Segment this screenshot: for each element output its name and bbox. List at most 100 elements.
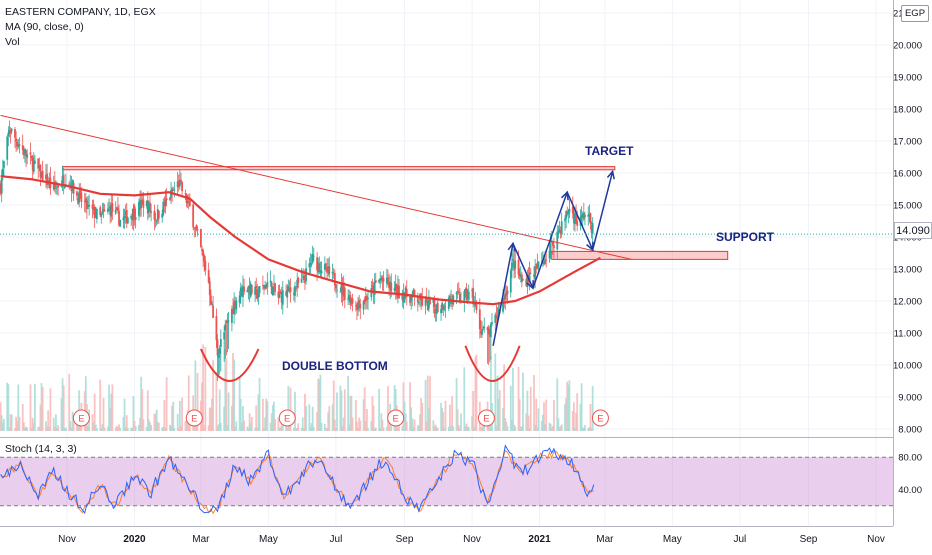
volume-bar	[146, 390, 149, 431]
x-tick-label: Jul	[330, 534, 343, 545]
volume-bar	[258, 378, 261, 431]
candle-body	[323, 264, 326, 270]
volume-bar	[517, 366, 520, 431]
candle-body	[533, 274, 535, 277]
volume-bar	[47, 410, 50, 431]
candle-body	[233, 301, 236, 314]
volume-bar	[286, 427, 289, 431]
candle-body	[310, 263, 313, 265]
x-tick-label: Nov	[58, 534, 76, 545]
candle-body	[31, 157, 34, 171]
volume-bar	[7, 384, 10, 431]
candle-body	[224, 324, 227, 331]
volume-bar	[52, 417, 55, 431]
candle-body	[347, 298, 350, 300]
volume-bar	[134, 426, 137, 431]
volume-bar	[172, 401, 175, 431]
volume-bar	[316, 412, 319, 431]
candle-body	[288, 287, 291, 290]
volume-bar	[373, 427, 376, 431]
volume-bar	[541, 414, 544, 431]
candle-body	[156, 209, 159, 221]
candle-body	[95, 209, 98, 220]
volume-bar	[110, 393, 113, 431]
volume-bar	[170, 426, 172, 431]
volume-bar	[131, 427, 134, 431]
candle-body	[471, 290, 473, 291]
candle-body	[464, 289, 467, 293]
volume-bar	[76, 424, 78, 431]
earnings-marker[interactable]: E	[591, 409, 609, 427]
candle-body	[412, 291, 415, 296]
candle-body	[567, 211, 570, 215]
volume-bar	[53, 427, 56, 431]
candle-body	[543, 261, 545, 265]
volume-bar	[157, 422, 160, 431]
candle-body	[405, 289, 408, 297]
volume-bar	[534, 424, 537, 431]
ma-legend[interactable]: MA (90, close, 0)	[5, 21, 84, 33]
volume-bar	[103, 427, 106, 431]
volume-bar	[558, 427, 561, 431]
volume-bar	[402, 382, 405, 431]
candle-body	[71, 180, 74, 192]
candle-body	[265, 284, 268, 289]
volume-bar	[457, 425, 460, 431]
currency-badge[interactable]: EGP	[901, 5, 929, 22]
earnings-marker[interactable]: E	[185, 409, 203, 427]
candle-body	[209, 295, 212, 305]
earnings-marker[interactable]: E	[72, 409, 90, 427]
candle-body	[9, 130, 12, 134]
candle-body	[373, 281, 376, 295]
volume-bar	[218, 389, 221, 431]
volume-bar	[526, 390, 529, 431]
earnings-marker[interactable]: E	[387, 409, 405, 427]
volume-bar	[126, 427, 129, 431]
candle-body	[513, 261, 516, 271]
candle-body	[263, 285, 265, 289]
projection-arrowhead	[586, 241, 594, 252]
candle-body	[568, 208, 571, 213]
volume-legend[interactable]: Vol	[5, 36, 20, 48]
candle-body	[14, 129, 16, 138]
candle-body	[544, 259, 546, 264]
volume-bar	[255, 405, 258, 431]
volume-bar	[248, 413, 251, 431]
volume-bar	[187, 375, 190, 431]
candle-body	[161, 214, 164, 218]
volume-bar	[140, 376, 143, 431]
earnings-marker[interactable]: E	[477, 409, 495, 427]
candle-body	[381, 277, 384, 281]
candle-body	[223, 332, 226, 340]
volume-bar	[443, 427, 446, 431]
volume-bar	[55, 414, 57, 431]
candle-body	[266, 282, 269, 288]
volume-bar	[575, 412, 577, 431]
volume-bar	[30, 427, 33, 431]
volume-bar	[455, 378, 458, 431]
volume-bar	[46, 426, 48, 431]
y-tick-label: 8.000	[898, 425, 922, 436]
volume-bar	[506, 426, 509, 431]
earnings-marker[interactable]: E	[278, 409, 296, 427]
candle-body	[447, 297, 450, 309]
candle-body	[193, 228, 196, 230]
candle-body	[311, 254, 314, 263]
candle-body	[433, 298, 436, 307]
candle-body	[41, 170, 44, 182]
y-tick-label: 16.000	[893, 169, 922, 180]
candle-body	[226, 320, 229, 323]
candle-body	[458, 293, 461, 301]
volume-bar	[279, 426, 282, 431]
candle-body	[572, 213, 575, 224]
candle-body	[133, 205, 136, 219]
volume-bar	[584, 424, 586, 431]
x-tick-label: May	[663, 534, 682, 545]
volume-bar	[564, 403, 566, 431]
volume-bar	[319, 374, 322, 431]
volume-bar	[333, 419, 336, 431]
candle-body	[591, 223, 594, 234]
